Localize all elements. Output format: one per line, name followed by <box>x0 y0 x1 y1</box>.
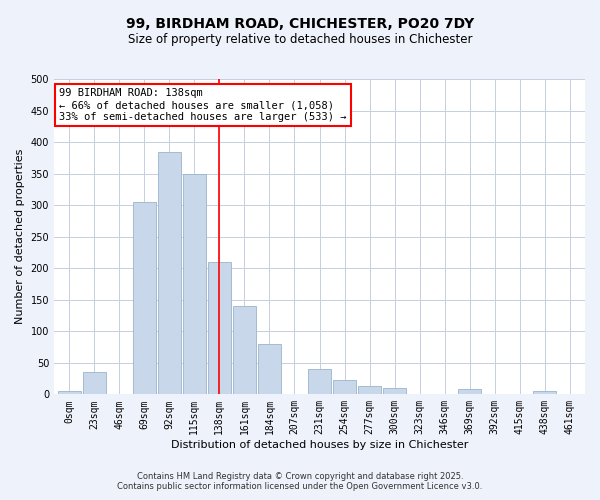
Bar <box>133 202 156 394</box>
Y-axis label: Number of detached properties: Number of detached properties <box>15 149 25 324</box>
Bar <box>158 152 181 394</box>
Bar <box>533 391 556 394</box>
Bar <box>233 306 256 394</box>
Bar <box>383 388 406 394</box>
Text: 99, BIRDHAM ROAD, CHICHESTER, PO20 7DY: 99, BIRDHAM ROAD, CHICHESTER, PO20 7DY <box>126 18 474 32</box>
Bar <box>258 344 281 395</box>
Text: Size of property relative to detached houses in Chichester: Size of property relative to detached ho… <box>128 32 472 46</box>
X-axis label: Distribution of detached houses by size in Chichester: Distribution of detached houses by size … <box>171 440 468 450</box>
Bar <box>308 369 331 394</box>
Text: 99 BIRDHAM ROAD: 138sqm
← 66% of detached houses are smaller (1,058)
33% of semi: 99 BIRDHAM ROAD: 138sqm ← 66% of detache… <box>59 88 347 122</box>
Bar <box>458 390 481 394</box>
Bar <box>83 372 106 394</box>
Bar <box>358 386 381 394</box>
Bar <box>208 262 231 394</box>
Bar <box>58 391 80 394</box>
Text: Contains public sector information licensed under the Open Government Licence v3: Contains public sector information licen… <box>118 482 482 491</box>
Text: Contains HM Land Registry data © Crown copyright and database right 2025.: Contains HM Land Registry data © Crown c… <box>137 472 463 481</box>
Bar <box>183 174 206 394</box>
Bar <box>333 380 356 394</box>
